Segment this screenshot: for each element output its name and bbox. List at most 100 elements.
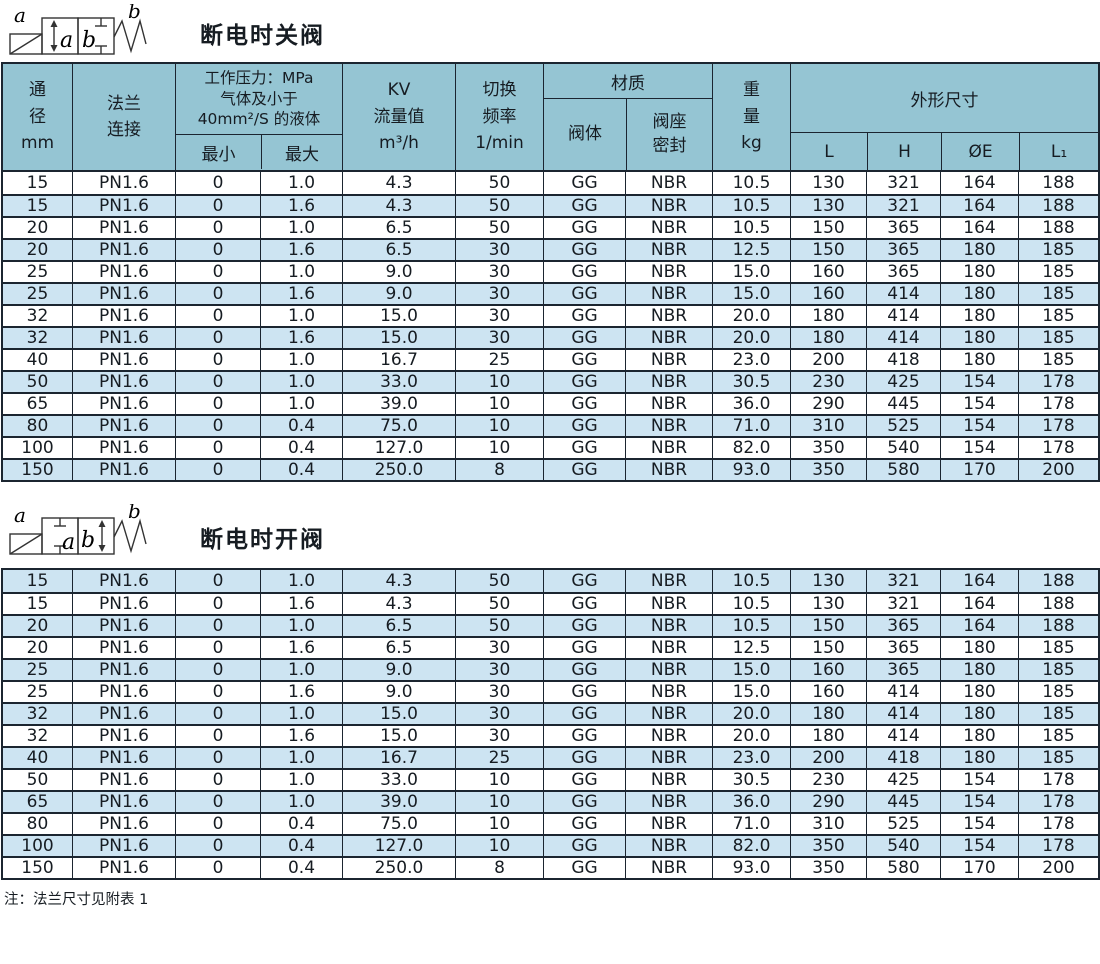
table-cell: 1.6 (261, 638, 343, 658)
table-cell: GG (544, 306, 626, 326)
port-b-label: b (128, 4, 141, 23)
table-cell: 100 (3, 438, 73, 458)
table-cell: 425 (867, 770, 941, 790)
table-cell: 350 (791, 858, 867, 878)
table-cell: GG (544, 262, 626, 282)
table-cell: PN1.6 (73, 616, 176, 636)
table-row: 40 PN1.6 0 1.0 16.7 25 GG NBR 23.0 200 418 180 185 (3, 746, 1098, 768)
table-cell: 185 (1042, 240, 1075, 260)
table-cell: NBR (626, 240, 713, 260)
section2-title: 断电时开阀 (200, 527, 325, 553)
table-cell: 23.0 (713, 748, 791, 768)
table-cell: 290 (791, 792, 867, 812)
table-cell: 0 (176, 416, 261, 436)
valve-box-a: a (41, 517, 79, 555)
table-cell: 4.3 (343, 196, 456, 216)
table-cell: 0 (176, 770, 261, 790)
table-cell: 50 (3, 770, 73, 790)
dimensions-title: 外形尺寸 (791, 64, 1098, 133)
table-cell: 150 (791, 240, 867, 260)
table-cell: 1.0 (261, 748, 343, 768)
table-cell: 0 (176, 616, 261, 636)
col-diameter-header: 通 径 mm (3, 64, 73, 170)
table-cell: 30.5 (713, 372, 791, 392)
table-cell: 10.5 (713, 616, 791, 636)
table-cell: PN1.6 (73, 770, 176, 790)
table-cell: NBR (626, 570, 713, 592)
table-cell: 10 (456, 792, 544, 812)
table-cell: NBR (626, 616, 713, 636)
table-row: 25 PN1.6 0 1.6 9.0 30 GG NBR 15.0 160 414 180 185 (3, 680, 1098, 702)
table-cell: 0 (176, 262, 261, 282)
table-cell: 350 (791, 836, 867, 856)
table-cell: 4.3 (343, 570, 456, 592)
table-cell: 250.0 (343, 460, 456, 480)
table-cell: 23.0 (713, 350, 791, 370)
table-cell: 0 (176, 726, 261, 746)
table-cell: GG (544, 284, 626, 304)
table-cell: 0.4 (261, 438, 343, 458)
table-cell: NBR (626, 350, 713, 370)
pressure-max-header: 最大 (261, 135, 342, 169)
table-cell: 1.0 (261, 306, 343, 326)
table-cell: NBR (626, 196, 713, 216)
col-pressure-group-header: 工作压力：MPa 气体及小于 40mm²/S 的液体 最小 最大 (176, 64, 343, 170)
table-row: 50 PN1.6 0 1.0 33.0 10 GG NBR 30.5 230 425 154 178 (3, 370, 1098, 392)
table-cell: GG (544, 328, 626, 348)
table-cell: 33.0 (343, 770, 456, 790)
table-cell: 1.0 (261, 172, 343, 194)
dim-H-header: H (867, 133, 941, 170)
table-cell: PN1.6 (73, 594, 176, 614)
table-cell: NBR (626, 172, 713, 194)
table-cell: 418 (867, 350, 941, 370)
table-cell: 185 (1042, 660, 1075, 680)
table-row: 100 PN1.6 0 0.4 127.0 10 GG NBR 82.0 350 540 154 178 (3, 436, 1098, 458)
table-cell: 365 (867, 240, 941, 260)
table-cell: 100 (3, 836, 73, 856)
table-cell: 0 (176, 704, 261, 724)
table-cell: 170 (941, 460, 1019, 480)
table-row: 150 PN1.6 0 0.4 250.0 8 GG NBR 93.0 350 580 170 200 (3, 458, 1098, 480)
spring-symbol (113, 18, 147, 54)
table-cell: NBR (626, 284, 713, 304)
table-cell: NBR (626, 306, 713, 326)
table-cell: 65 (3, 792, 73, 812)
table-cell: 1.0 (261, 262, 343, 282)
table-cell: 15.0 (713, 682, 791, 702)
table-cell: 6.5 (343, 240, 456, 260)
table-cell: 15.0 (343, 306, 456, 326)
table-cell: 445 (867, 394, 941, 414)
table-cell: 350 (791, 438, 867, 458)
table-cell: 1.0 (261, 350, 343, 370)
table-cell: 164 (941, 218, 1019, 238)
table-cell: GG (544, 438, 626, 458)
table-cell: NBR (626, 660, 713, 680)
table-cell: 188 (1042, 594, 1075, 614)
table-cell: 0 (176, 372, 261, 392)
table-cell: 6.5 (343, 616, 456, 636)
table-cell: 164 (941, 196, 1019, 216)
table-cell: 154 (941, 372, 1019, 392)
table-cell: GG (544, 836, 626, 856)
table-row: 150 PN1.6 0 0.4 250.0 8 GG NBR 93.0 350 580 170 200 (3, 856, 1098, 878)
table-row: 15 PN1.6 0 1.0 4.3 50 GG NBR 10.5 130 321 164 188 (3, 570, 1098, 592)
table-cell: 15 (3, 172, 73, 194)
table-cell: 10 (456, 836, 544, 856)
valve-box-b-label: b (81, 528, 95, 553)
table-cell: 365 (867, 616, 941, 636)
table-cell: 30 (456, 660, 544, 680)
table-cell: PN1.6 (73, 460, 176, 480)
table-cell: 130 (791, 196, 867, 216)
table-cell: 540 (867, 836, 941, 856)
table-cell: 127.0 (343, 836, 456, 856)
table-cell: 6.5 (343, 638, 456, 658)
table-cell: 180 (941, 638, 1019, 658)
table-cell: 185 (1042, 306, 1075, 326)
table-cell: 71.0 (713, 416, 791, 436)
table-cell: PN1.6 (73, 748, 176, 768)
valve-box-a-label: a (60, 28, 73, 53)
table-cell: 1.0 (261, 616, 343, 636)
table-cell: 180 (941, 306, 1019, 326)
table-cell: 10 (456, 416, 544, 436)
table-cell: 321 (867, 594, 941, 614)
